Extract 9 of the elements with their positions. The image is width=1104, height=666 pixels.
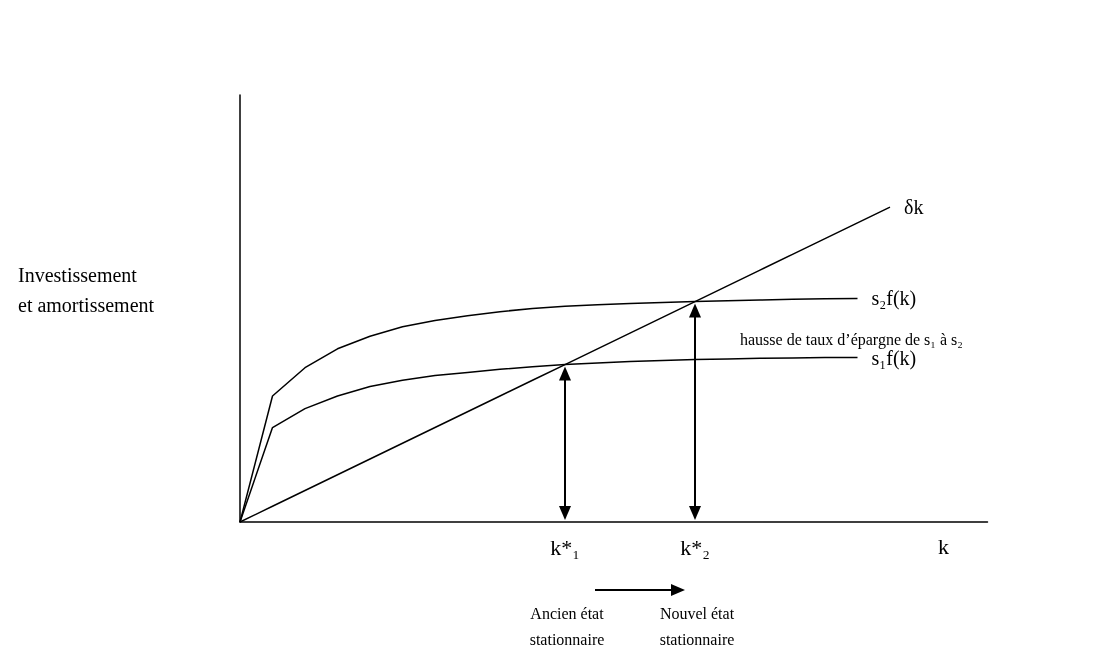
annotation: hausse de taux d’épargne de s₁ à s₂ — [740, 330, 963, 349]
text: Ancien état stationnaire — [529, 604, 605, 648]
x-axis-title: k — [938, 533, 949, 559]
series-label: s₂f(k) — [871, 287, 917, 311]
x-tick-label: k*₁ — [550, 534, 580, 560]
series-label: δk — [904, 196, 924, 219]
y-axis-title: Investissement et amortissement — [18, 264, 155, 316]
x-tick-label: k*₂ — [680, 534, 710, 560]
text: Nouvel état stationnaire — [659, 604, 735, 648]
